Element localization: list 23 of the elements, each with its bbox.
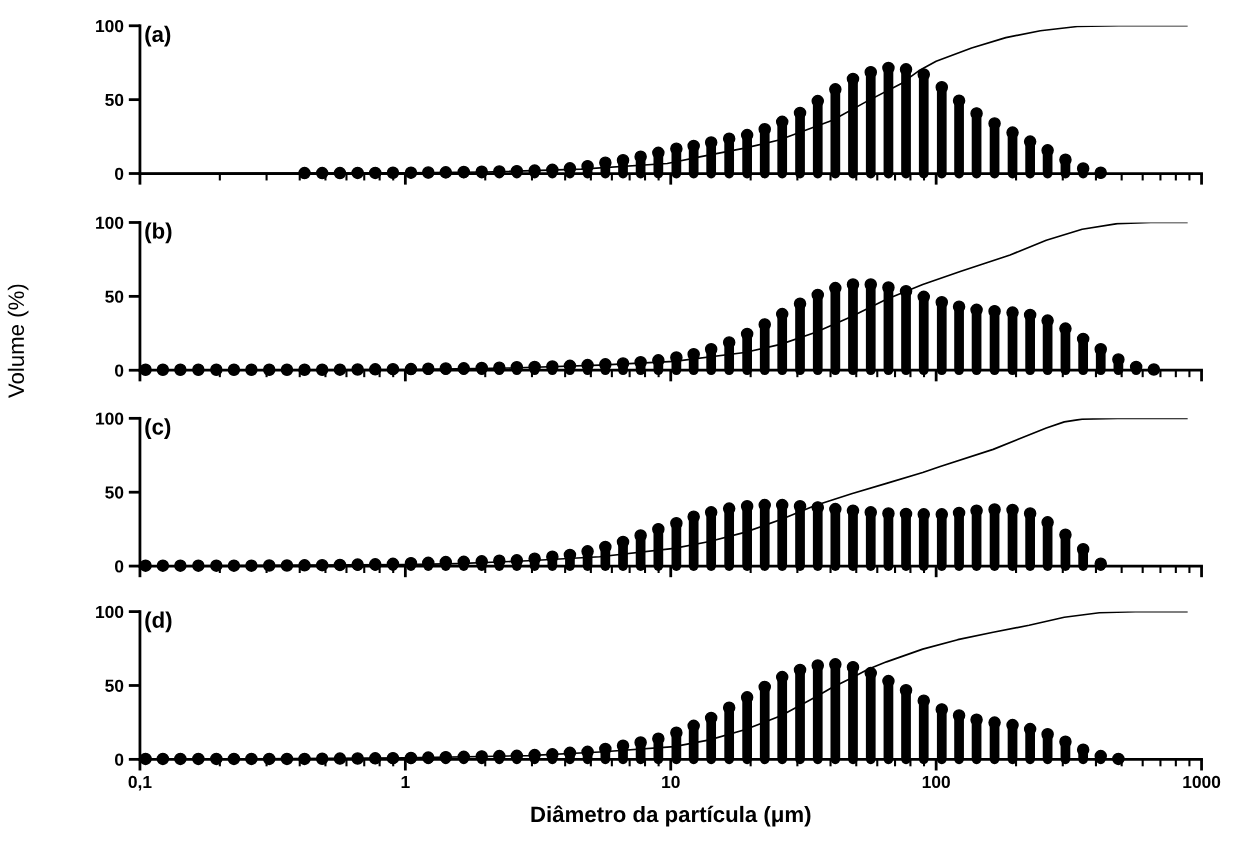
annotation: (c): [145, 418, 171, 440]
y-tick-label: 0: [115, 167, 124, 180]
y-tick-label: 0: [115, 560, 124, 573]
x-axis-title: Diâmetro da partícula (μm): [531, 805, 811, 827]
annotation: (d): [145, 611, 172, 633]
x-tick-label: 10: [662, 775, 680, 789]
y-tick-label: 50: [105, 486, 124, 499]
y-tick-label: 100: [96, 605, 124, 619]
x-tick-label: 1000: [1183, 775, 1221, 789]
y-axis-title: Volume (%): [7, 284, 29, 399]
x-tick-label: 0,1: [128, 775, 152, 791]
y-tick-label: 0: [115, 753, 124, 766]
y-tick-label: 100: [96, 19, 124, 33]
y-tick-label: 50: [105, 93, 124, 107]
x-tick-label: 100: [922, 775, 950, 789]
annotation: (a): [145, 25, 171, 47]
y-tick-label: 0: [115, 364, 124, 377]
y-tick-label: 100: [96, 412, 124, 425]
x-tick-label: 1: [401, 775, 410, 788]
y-tick-label: 50: [105, 679, 124, 692]
y-tick-label: 50: [105, 290, 124, 303]
y-tick-label: 100: [96, 216, 124, 229]
annotation: (b): [145, 222, 172, 244]
